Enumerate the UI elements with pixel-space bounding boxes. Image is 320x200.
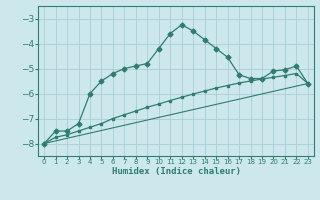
X-axis label: Humidex (Indice chaleur): Humidex (Indice chaleur) <box>111 167 241 176</box>
